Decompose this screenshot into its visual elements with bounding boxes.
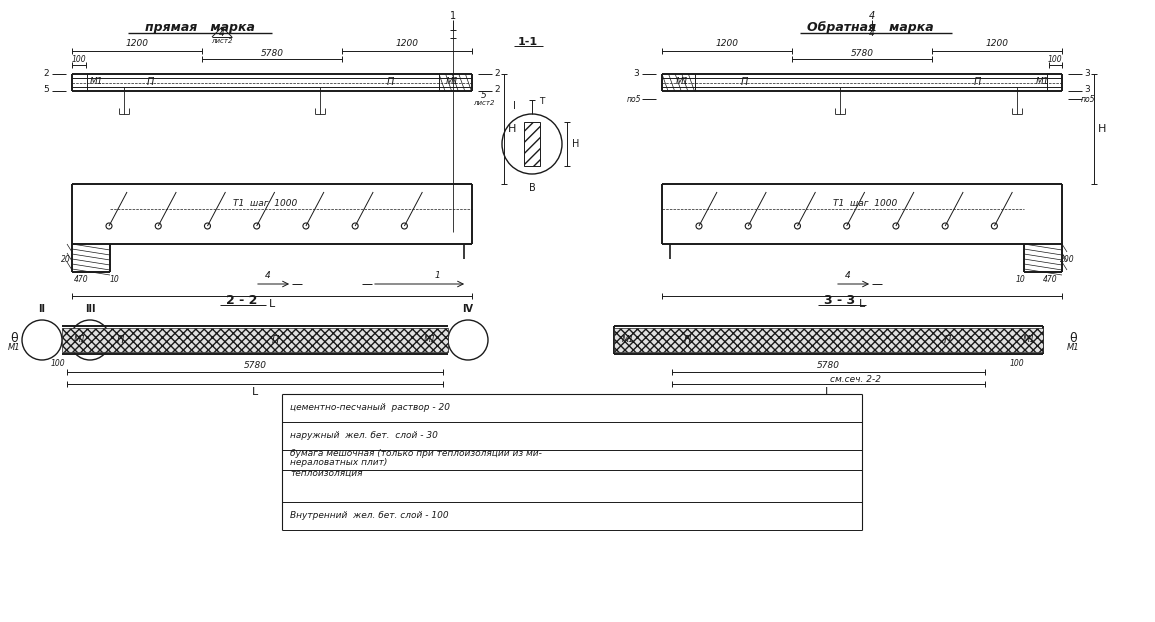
Text: М1: М1 [1067, 343, 1079, 353]
Text: 5780: 5780 [261, 49, 283, 57]
Text: М1: М1 [89, 78, 103, 86]
Text: 5780: 5780 [244, 361, 267, 371]
Text: 5780: 5780 [817, 361, 840, 371]
Text: 4: 4 [869, 11, 875, 21]
Text: 5: 5 [43, 85, 49, 95]
Text: 100: 100 [1009, 360, 1024, 368]
Text: 2 - 2: 2 - 2 [226, 294, 258, 307]
Text: М1: М1 [1022, 335, 1035, 345]
Text: П: П [944, 335, 951, 345]
Text: 2: 2 [494, 68, 500, 78]
Text: 4: 4 [266, 271, 271, 279]
Text: 3: 3 [1085, 85, 1090, 95]
Text: 1200: 1200 [395, 40, 418, 49]
Text: Т1  шаг  1000: Т1 шаг 1000 [233, 200, 297, 208]
Bar [614, 328, 1043, 352]
Text: лист2: лист2 [211, 38, 233, 44]
Text: L: L [826, 387, 832, 397]
Bar [62, 328, 448, 352]
Text: по5: по5 [627, 95, 641, 103]
Text: Внутренний  жел. бет. слой - 100: Внутренний жел. бет. слой - 100 [290, 511, 448, 521]
Text: H: H [1097, 124, 1106, 134]
Text: 5: 5 [482, 91, 487, 101]
Text: по5: по5 [1081, 95, 1095, 103]
Text: М1: М1 [424, 335, 437, 345]
Text: П: П [740, 77, 747, 87]
Text: П: П [271, 335, 278, 345]
Text: 1200: 1200 [715, 40, 738, 49]
Text: I: I [513, 101, 515, 111]
Text: цементно-песчаный  раствор - 20: цементно-песчаный раствор - 20 [290, 404, 450, 412]
Text: L: L [252, 387, 258, 397]
Text: 2: 2 [43, 68, 49, 78]
Text: Т1  шаг  1000: Т1 шаг 1000 [833, 200, 897, 208]
Text: М1: М1 [676, 78, 688, 86]
Text: 100: 100 [1048, 55, 1063, 63]
Text: М1: М1 [74, 335, 87, 345]
Text: 10: 10 [109, 276, 119, 284]
Text: М1: М1 [8, 343, 21, 353]
Text: IV: IV [462, 304, 474, 314]
Text: 10: 10 [1015, 276, 1024, 284]
Bar [524, 122, 541, 166]
Text: 20: 20 [61, 256, 70, 264]
Text: 100: 100 [51, 360, 66, 368]
Text: 5780: 5780 [850, 49, 873, 57]
Text: П: П [147, 77, 154, 87]
Text: 4: 4 [845, 271, 851, 279]
Text: 3: 3 [633, 68, 639, 78]
Text: М1: М1 [445, 78, 459, 86]
Text: 470: 470 [74, 276, 88, 284]
Text: М1: М1 [621, 335, 634, 345]
Text: H: H [508, 124, 516, 134]
Text: П: П [684, 335, 691, 345]
Text: 1200: 1200 [126, 40, 149, 49]
Text: 470: 470 [1043, 276, 1057, 284]
Text: 1200: 1200 [985, 40, 1008, 49]
Text: II: II [38, 304, 45, 314]
Text: T: T [539, 98, 545, 106]
Text: нераловатных плит)
теплоизоляция: нераловатных плит) теплоизоляция [290, 458, 387, 478]
Text: 2: 2 [494, 85, 500, 95]
Text: θ: θ [10, 332, 17, 345]
Text: см.сеч. 2-2: см.сеч. 2-2 [829, 376, 880, 384]
Text: П: П [117, 335, 124, 345]
Text: П: П [974, 77, 981, 87]
Text: 1: 1 [450, 11, 456, 21]
Text: B: B [529, 183, 536, 193]
Text: 1-1: 1-1 [517, 37, 538, 47]
Text: L: L [859, 299, 865, 309]
Text: L: L [269, 299, 275, 309]
Text: лист2: лист2 [474, 100, 494, 106]
Text: 3: 3 [1085, 68, 1090, 78]
Text: III: III [84, 304, 95, 314]
Text: Обратная   марка: Обратная марка [806, 22, 933, 34]
Text: бумага мешочная (только при теплоизоляции из ми-: бумага мешочная (только при теплоизоляци… [290, 450, 542, 458]
Text: прямая   марка: прямая марка [146, 22, 255, 34]
Text: наружный  жел. бет.  слой - 30: наружный жел. бет. слой - 30 [290, 432, 438, 440]
Text: П: П [386, 77, 394, 87]
Text: 200: 200 [1059, 256, 1074, 264]
Text: 3 - 3: 3 - 3 [825, 294, 856, 307]
Text: 4: 4 [219, 29, 225, 39]
Text: 4: 4 [869, 29, 874, 39]
Text: H: H [573, 139, 580, 149]
Text: 100: 100 [72, 55, 87, 63]
Text: М1: М1 [1035, 78, 1049, 86]
Text: 1: 1 [434, 271, 440, 279]
Text: θ: θ [1070, 332, 1076, 345]
